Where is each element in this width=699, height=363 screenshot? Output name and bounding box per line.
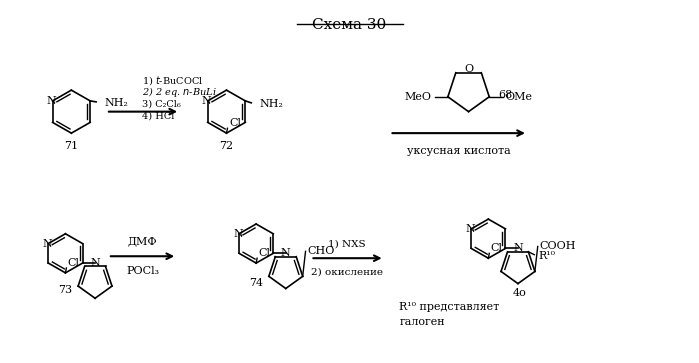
Text: ДМФ: ДМФ (128, 236, 157, 246)
Text: 72: 72 (219, 141, 233, 151)
Text: уксусная кислота: уксусная кислота (407, 146, 510, 156)
Text: N: N (233, 229, 243, 239)
Text: Cl: Cl (490, 244, 503, 253)
Text: 74: 74 (249, 278, 264, 288)
Text: Cl: Cl (258, 248, 270, 258)
Text: N: N (466, 224, 475, 234)
Text: N: N (47, 96, 57, 106)
Text: MeO: MeO (405, 92, 432, 102)
Text: COOH: COOH (540, 241, 576, 252)
Text: N: N (513, 244, 523, 253)
Text: NH₂: NH₂ (104, 98, 128, 108)
Text: R¹⁰ представляет: R¹⁰ представляет (399, 302, 500, 312)
Text: 2) окисление: 2) окисление (311, 268, 383, 277)
Text: галоген: галоген (399, 317, 445, 327)
Text: POCl₃: POCl₃ (126, 266, 159, 276)
Text: 73: 73 (58, 285, 73, 295)
Text: 3) C₂Cl₆: 3) C₂Cl₆ (143, 99, 181, 108)
Text: Схема 30: Схема 30 (312, 18, 386, 32)
Text: CHO: CHO (308, 246, 335, 256)
Text: NH₂: NH₂ (259, 99, 283, 109)
Text: R¹⁰: R¹⁰ (538, 251, 555, 261)
Text: Cl: Cl (67, 258, 80, 268)
Text: O: O (464, 64, 473, 74)
Text: 1) $t$-BuCOCl: 1) $t$-BuCOCl (143, 74, 204, 87)
Text: 4о: 4о (513, 287, 527, 298)
Text: N: N (90, 258, 100, 268)
Text: N: N (43, 238, 52, 249)
Text: 4) HCl: 4) HCl (143, 111, 175, 120)
Text: OMe: OMe (505, 92, 533, 102)
Text: N: N (202, 96, 212, 106)
Text: Cl: Cl (229, 118, 241, 129)
Text: 1) NXS: 1) NXS (329, 240, 366, 248)
Text: 2) 2 eq. $n$-BuLi: 2) 2 eq. $n$-BuLi (143, 85, 217, 99)
Text: N: N (281, 248, 291, 258)
Text: 68: 68 (498, 90, 512, 100)
Text: 71: 71 (64, 141, 78, 151)
